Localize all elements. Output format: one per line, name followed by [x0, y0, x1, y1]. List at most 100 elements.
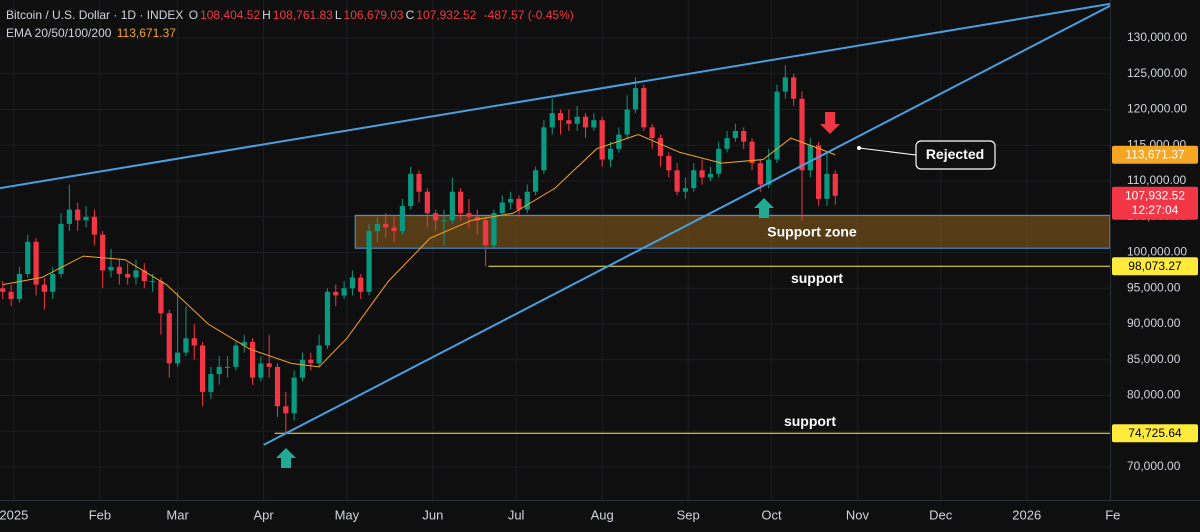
candle-body [666, 155, 672, 171]
candle-body [8, 291, 14, 299]
x-tick-label: Dec [929, 507, 953, 522]
support-zone-label: Support zone [767, 223, 857, 239]
candle-body [574, 116, 580, 124]
ohlc-value: 108,404.52 [200, 8, 261, 22]
y-tick-label: 130,000.00 [1127, 30, 1187, 44]
support-label: support [784, 413, 836, 429]
x-tick-label: Jun [422, 507, 443, 522]
plot-area [0, 0, 1110, 500]
candle-body [341, 288, 347, 296]
candle-body [291, 377, 297, 414]
candle-body [557, 113, 564, 121]
candle-body [741, 130, 747, 142]
candle-body [607, 148, 614, 160]
candle-body [824, 173, 830, 199]
candle-body [383, 223, 389, 228]
candle-body [508, 198, 514, 203]
candle-body [366, 231, 372, 292]
candle-body [166, 313, 172, 364]
candle-body [549, 113, 555, 128]
candle-body [424, 191, 430, 214]
candle-body [832, 173, 838, 196]
candle-body [116, 266, 122, 274]
candle-body [25, 241, 31, 274]
callout-text: Rejected [926, 146, 984, 162]
price-tag [1112, 424, 1198, 443]
candle-body [474, 216, 480, 221]
candle-body [449, 191, 455, 221]
candle-body [208, 374, 214, 392]
candle-body [807, 145, 813, 171]
y-tick-label: 95,000.00 [1127, 280, 1181, 294]
ohlc-key: H [262, 8, 271, 22]
candle-body [816, 145, 822, 199]
candle-body [433, 213, 439, 221]
ohlc-key: O [188, 8, 199, 22]
candle-body [191, 338, 197, 346]
candle-body [674, 170, 680, 192]
candle-body [266, 363, 272, 367]
candle-body [599, 120, 605, 160]
candle-body [707, 173, 713, 178]
x-tick-label: Jul [508, 507, 525, 522]
callout-connector [858, 147, 917, 156]
candle-body [582, 116, 589, 128]
trendline [0, 2, 1110, 190]
candle-body [158, 281, 164, 314]
candle-body [249, 341, 256, 378]
y-tick-label: 100,000.00 [1127, 245, 1187, 259]
ema-line [2, 133, 836, 368]
candle-body [125, 273, 131, 278]
candle-body [524, 191, 530, 210]
candle-body [632, 88, 639, 110]
trendline [263, 4, 1110, 446]
header: Bitcoin / U.S. Dollar · 1D · INDEX O 108,… [6, 6, 576, 42]
candle-body [757, 163, 763, 185]
candle-body [349, 277, 356, 289]
symbol: Bitcoin / U.S. Dollar · 1D · INDEX [6, 8, 184, 22]
candle-body [766, 159, 772, 185]
up-arrow [276, 448, 296, 468]
candle-body [258, 363, 264, 378]
price-tag [1112, 257, 1198, 276]
candle-body [799, 98, 805, 171]
candle-body [100, 234, 106, 271]
ohlc: O 108,404.52 H 108,761.83 L 106,679.03 C 107,93… [189, 8, 479, 22]
support-label: support [791, 270, 843, 286]
candle-body [316, 345, 322, 364]
candle-body [199, 345, 206, 392]
y-tick-label: 120,000.00 [1127, 102, 1187, 116]
candle-body [408, 173, 414, 207]
candle-body [75, 209, 81, 221]
candle-body [216, 366, 222, 375]
candle-body [682, 188, 689, 192]
price-tag-label: 98,073.27 [1128, 259, 1182, 273]
candle-body [141, 270, 147, 282]
candle-body [657, 138, 664, 156]
support-zone [354, 214, 1110, 249]
candle-body [591, 120, 597, 128]
header-line-1: Bitcoin / U.S. Dollar · 1D · INDEX O 108,… [6, 6, 576, 24]
candle-body [716, 148, 722, 174]
y-tick-label: 125,000.00 [1127, 66, 1187, 80]
candle-body [732, 130, 738, 139]
y-tick-label: 110,000.00 [1127, 173, 1186, 187]
candle-body [41, 284, 47, 292]
candle-body [791, 77, 797, 99]
candle-body [274, 366, 281, 407]
candle-body [624, 109, 630, 135]
y-tick-label: 80,000.00 [1127, 388, 1181, 402]
candle-body [782, 77, 788, 92]
header-line-2: EMA 20/50/100/200 113,671.37 [6, 24, 576, 42]
candle-body [299, 359, 306, 378]
x-tick-label: Sep [677, 507, 700, 522]
price-tag [1112, 145, 1198, 164]
y-tick-label: 85,000.00 [1127, 352, 1181, 366]
x-tick-label: Apr [254, 507, 275, 522]
ohlc-key: L [334, 8, 342, 22]
candle-body [458, 191, 464, 214]
price-tag [1112, 186, 1198, 220]
candle-body [374, 223, 380, 232]
